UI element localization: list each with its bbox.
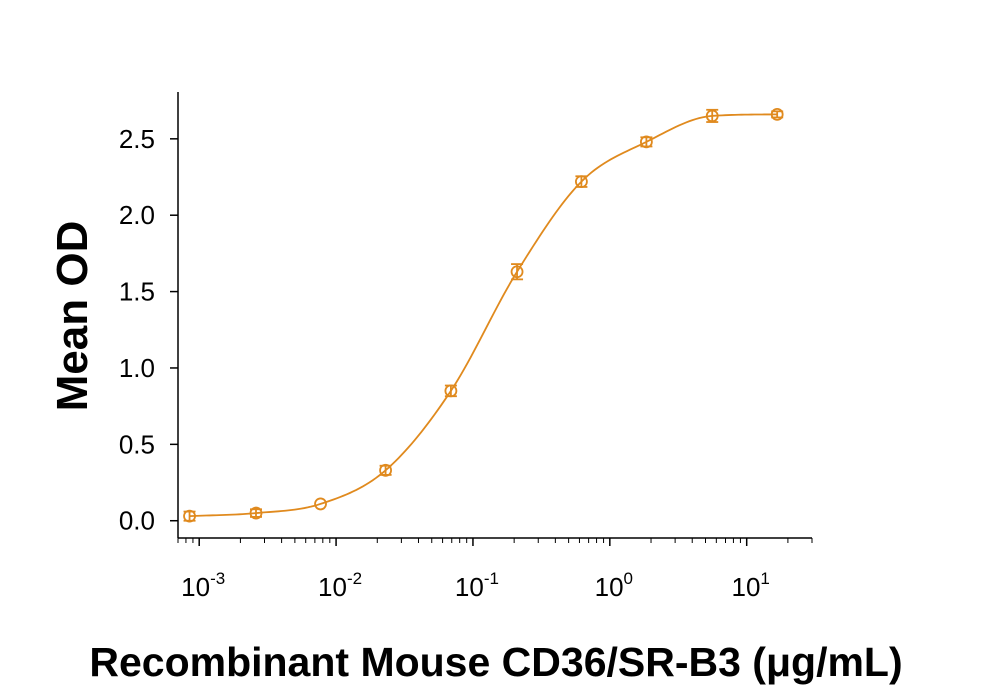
data-marker bbox=[639, 135, 653, 149]
x-tick-label: 10-1 bbox=[455, 569, 499, 602]
data-marker bbox=[510, 265, 524, 279]
y-tick-label: 2.5 bbox=[119, 124, 155, 154]
data-points-layer bbox=[183, 107, 784, 523]
data-point bbox=[249, 506, 263, 520]
x-tick-label: 101 bbox=[731, 569, 769, 602]
y-axis-title: Mean OD bbox=[48, 221, 97, 412]
y-tick-label: 0.0 bbox=[119, 506, 155, 536]
axes: 0.0 0.5 1.0 1.5 2.0 2.5 10-3 10-2 10-1 100 101 bbox=[119, 92, 813, 602]
data-point bbox=[183, 509, 196, 523]
data-marker bbox=[770, 107, 784, 121]
data-marker bbox=[444, 384, 458, 398]
data-point bbox=[639, 135, 653, 149]
data-marker bbox=[314, 497, 327, 511]
fit-curve-layer bbox=[189, 113, 778, 518]
x-axis-title: Recombinant Mouse CD36/SR-B3 (μg/mL) bbox=[89, 639, 902, 685]
data-marker bbox=[575, 175, 588, 189]
y-tick-label: 0.5 bbox=[119, 429, 155, 459]
x-tick-label: 10-3 bbox=[181, 569, 225, 602]
x-tick-label: 100 bbox=[595, 569, 633, 602]
y-tick-label: 2.0 bbox=[119, 200, 155, 230]
data-marker bbox=[705, 109, 719, 123]
x-tick-label: 10-2 bbox=[318, 569, 362, 602]
data-point bbox=[510, 263, 524, 281]
data-marker bbox=[379, 463, 392, 477]
data-marker bbox=[249, 506, 263, 520]
y-tick-label: 1.5 bbox=[119, 277, 155, 307]
data-point bbox=[314, 497, 327, 511]
data-point bbox=[705, 108, 719, 123]
data-point bbox=[444, 384, 458, 398]
data-point bbox=[379, 463, 392, 477]
fit-curve bbox=[189, 113, 778, 518]
data-point bbox=[770, 107, 784, 121]
y-tick-label: 1.0 bbox=[119, 353, 155, 383]
data-marker bbox=[183, 509, 196, 523]
data-point bbox=[575, 175, 588, 189]
